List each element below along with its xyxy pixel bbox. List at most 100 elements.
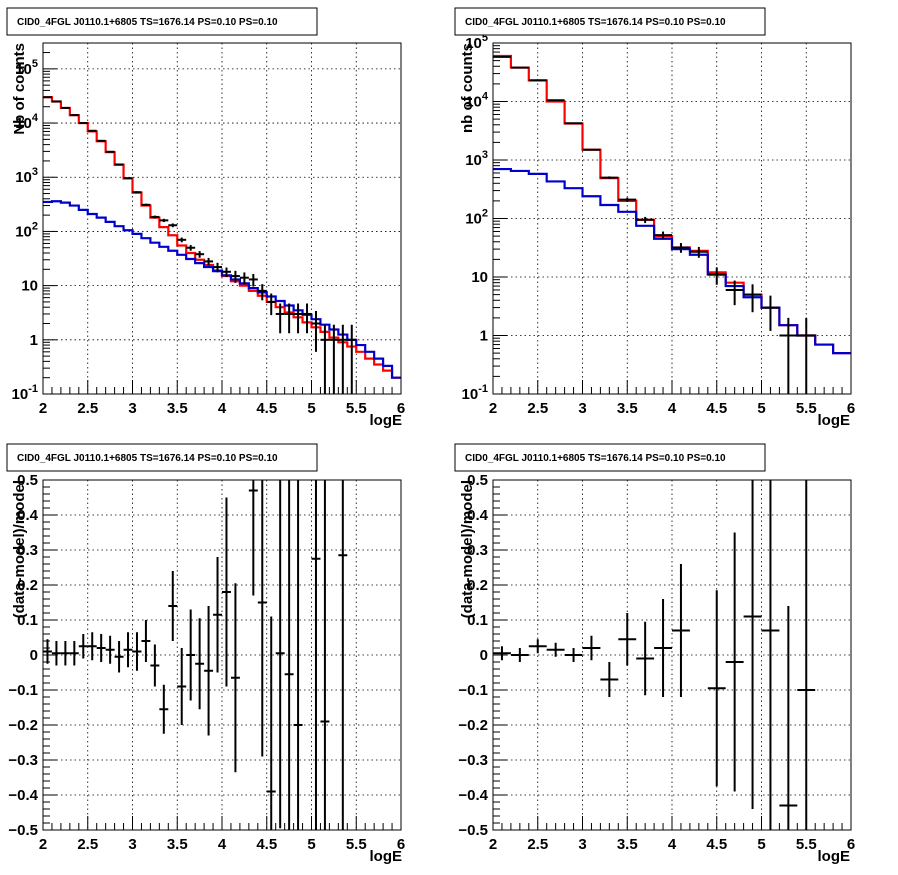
x-tick-label: 4.5 bbox=[256, 836, 277, 853]
y-tick-label: 0.2 bbox=[17, 577, 38, 594]
y-tick-label: 0 bbox=[30, 647, 38, 664]
y-tick-label: −0.2 bbox=[8, 717, 38, 734]
x-tick-label: 4.5 bbox=[706, 400, 727, 417]
y-axis-label: (data-model)/model bbox=[11, 480, 28, 618]
x-tick-label: 6 bbox=[397, 836, 405, 853]
y-axis-label: nb of counts bbox=[459, 43, 476, 133]
y-tick-label: 0.5 bbox=[467, 472, 488, 489]
chart-title: CID0_4FGL J0110.1+6805 TS=1676.14 PS=0.1… bbox=[465, 17, 726, 28]
x-axis-label: logE bbox=[818, 412, 851, 429]
x-tick-label: 3 bbox=[128, 836, 136, 853]
y-tick-label: −0.5 bbox=[8, 822, 38, 839]
x-tick-label: 2.5 bbox=[527, 400, 548, 417]
plot-frame bbox=[492, 479, 852, 831]
x-tick-label: 2 bbox=[39, 400, 47, 417]
y-tick-label: 0.3 bbox=[467, 542, 488, 559]
x-tick-label: 5.5 bbox=[346, 400, 367, 417]
y-tick-label: 104 bbox=[465, 91, 489, 111]
x-tick-label: 6 bbox=[847, 836, 855, 853]
y-tick-label: 102 bbox=[465, 208, 488, 228]
plot-frame bbox=[42, 42, 402, 395]
x-tick-label: 5 bbox=[757, 836, 765, 853]
y-tick-label: 0.2 bbox=[467, 577, 488, 594]
y-tick-label: 0.4 bbox=[467, 507, 489, 524]
chart-panel-2: 10-1 1 10 102 103 104 105 2 2.5 3 3.5 4 4.5 5 5.5 6logE… bbox=[454, 7, 855, 429]
y-tick-label: −0.3 bbox=[8, 752, 38, 769]
y-tick-label: 1 bbox=[30, 332, 38, 349]
y-tick-label: 103 bbox=[15, 166, 38, 186]
x-tick-label: 2 bbox=[489, 836, 497, 853]
title-box bbox=[454, 443, 766, 472]
y-tick-label: −0.1 bbox=[8, 682, 38, 699]
x-tick-label: 4 bbox=[668, 836, 677, 853]
title-box bbox=[6, 443, 318, 472]
y-tick-label: 102 bbox=[15, 220, 38, 240]
chart-panel-3: −0.5 −0.4 −0.3 −0.2 −0.1 0 0.1 0.2 0.3 0.4 0.5 2 2.5… bbox=[6, 443, 405, 865]
title-box bbox=[6, 7, 318, 36]
y-tick-label: 0.1 bbox=[17, 612, 38, 629]
x-axis-label: logE bbox=[818, 848, 851, 865]
x-tick-label: 3.5 bbox=[617, 400, 638, 417]
plot-area bbox=[493, 480, 816, 830]
x-tick-label: 4 bbox=[218, 836, 227, 853]
y-tick-label: 103 bbox=[465, 149, 488, 169]
x-tick-label: 5 bbox=[307, 836, 315, 853]
y-tick-label: 10 bbox=[21, 278, 38, 295]
chart-title: CID0_4FGL J0110.1+6805 TS=1676.14 PS=0.1… bbox=[465, 453, 726, 464]
x-tick-label: 2.5 bbox=[77, 836, 98, 853]
x-tick-label: 3.5 bbox=[167, 400, 188, 417]
x-tick-label: 4.5 bbox=[706, 836, 727, 853]
chart-title: CID0_4FGL J0110.1+6805 TS=1676.14 PS=0.1… bbox=[17, 17, 278, 28]
x-tick-label: 5.5 bbox=[346, 836, 367, 853]
x-tick-label: 5.5 bbox=[796, 400, 817, 417]
x-tick-label: 2 bbox=[39, 836, 47, 853]
y-tick-label: 104 bbox=[15, 112, 39, 132]
chart-title: CID0_4FGL J0110.1+6805 TS=1676.14 PS=0.1… bbox=[17, 453, 278, 464]
x-tick-label: 6 bbox=[847, 400, 855, 417]
x-tick-label: 3.5 bbox=[617, 836, 638, 853]
y-tick-label: −0.4 bbox=[8, 787, 38, 804]
y-axis-label: (data-model)/model bbox=[459, 480, 476, 618]
y-tick-label: 0 bbox=[480, 647, 488, 664]
y-tick-label: −0.4 bbox=[458, 787, 488, 804]
y-tick-label: −0.3 bbox=[458, 752, 488, 769]
x-axis-label: logE bbox=[370, 848, 403, 865]
y-tick-label: 1 bbox=[480, 328, 488, 345]
plot-frame bbox=[42, 479, 402, 831]
y-tick-label: 10-1 bbox=[12, 383, 38, 403]
x-tick-label: 3 bbox=[578, 400, 586, 417]
y-tick-label: −0.5 bbox=[458, 822, 488, 839]
x-tick-label: 2.5 bbox=[527, 836, 548, 853]
y-tick-label: −0.1 bbox=[458, 682, 488, 699]
plot-area bbox=[493, 54, 851, 394]
histogram-line-2 bbox=[43, 200, 401, 379]
y-tick-label: 0.1 bbox=[467, 612, 488, 629]
x-tick-label: 4 bbox=[218, 400, 227, 417]
x-axis-label: logE bbox=[370, 412, 403, 429]
y-tick-label: 0.3 bbox=[17, 542, 38, 559]
x-tick-label: 3.5 bbox=[167, 836, 188, 853]
plot-area bbox=[43, 96, 401, 394]
title-box bbox=[454, 7, 766, 36]
x-tick-label: 6 bbox=[397, 400, 405, 417]
y-axis-label: Nb of counts bbox=[11, 43, 28, 135]
x-tick-label: 3 bbox=[578, 836, 586, 853]
x-tick-label: 2 bbox=[489, 400, 497, 417]
y-tick-label: −0.2 bbox=[458, 717, 488, 734]
x-tick-label: 5 bbox=[307, 400, 315, 417]
x-tick-label: 4 bbox=[668, 400, 677, 417]
y-tick-label: 10-1 bbox=[462, 383, 488, 403]
y-tick-label: 105 bbox=[15, 58, 38, 78]
y-tick-label: 0.4 bbox=[17, 507, 39, 524]
y-tick-label: 0.5 bbox=[17, 472, 38, 489]
chart-panel-4: −0.5 −0.4 −0.3 −0.2 −0.1 0 0.1 0.2 0.3 0.4 0.5 2 2.5… bbox=[454, 443, 855, 865]
x-tick-label: 5.5 bbox=[796, 836, 817, 853]
x-tick-label: 3 bbox=[128, 400, 136, 417]
chart-panel-1: 10-1 1 10 102 103 104 105 2 2.5 3 3.5 4 4.5 5 5.5 6logE… bbox=[6, 7, 405, 429]
x-tick-label: 4.5 bbox=[256, 400, 277, 417]
y-tick-label: 10 bbox=[471, 269, 488, 286]
plot-frame bbox=[492, 42, 852, 395]
y-tick-label: 105 bbox=[465, 32, 488, 52]
plot-area bbox=[43, 480, 348, 830]
